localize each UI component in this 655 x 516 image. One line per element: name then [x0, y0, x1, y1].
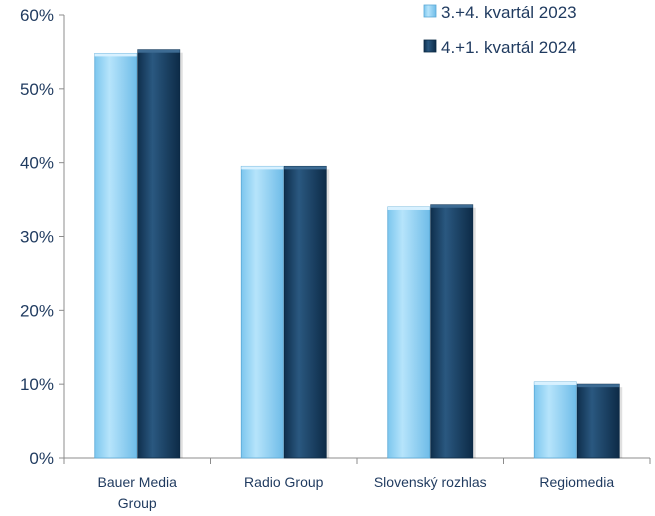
bar [137, 49, 181, 459]
bar-top-highlight [534, 381, 577, 385]
y-tick-label: 40% [20, 154, 54, 173]
bar [430, 204, 474, 459]
y-tick-label: 50% [20, 80, 54, 99]
y-tick-label: 10% [20, 375, 54, 394]
bar-top-highlight [284, 166, 327, 170]
legend: 3.+4. kvartál 2023 4.+1. kvartál 2024 [423, 3, 577, 57]
bar [94, 52, 138, 459]
legend-label: 3.+4. kvartál 2023 [441, 3, 577, 22]
bar-top-highlight [94, 53, 137, 57]
y-tick-label: 60% [20, 6, 54, 25]
x-tick-label: Slovenský rozhlas [374, 474, 487, 490]
y-tick-label: 20% [20, 301, 54, 320]
x-tick-label: Radio Group [244, 474, 324, 490]
legend-label: 4.+1. kvartál 2024 [441, 38, 577, 57]
y-tick-label: 30% [20, 228, 54, 247]
bar [240, 165, 284, 459]
legend-swatch [423, 4, 437, 18]
bar [533, 381, 577, 459]
x-tick-label: Regiomedia [539, 474, 614, 490]
bar-top-highlight [241, 166, 284, 170]
bars [94, 49, 623, 459]
legend-swatch [423, 39, 437, 53]
bar-top-highlight [387, 206, 430, 210]
bar-top-highlight [430, 204, 473, 208]
bar [576, 383, 620, 459]
bar [283, 165, 327, 459]
x-tick-labels: Bauer Media Group Radio Group Slovenský roz… [98, 474, 615, 511]
bar-top-highlight [577, 384, 620, 388]
bar [387, 206, 431, 459]
y-tick-labels: 0% 10% 20% 30% 40% 50% 60% [20, 6, 54, 468]
y-tick-label: 0% [29, 449, 54, 468]
x-tick-label: Bauer Media Group [98, 474, 178, 511]
bar-top-highlight [137, 49, 180, 53]
